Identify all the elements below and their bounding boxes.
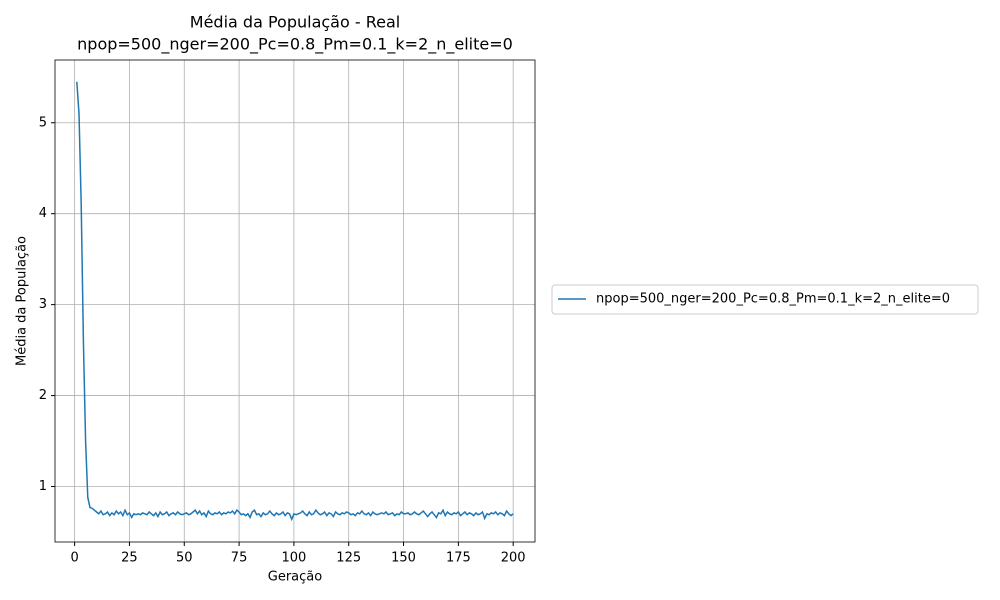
y-tick-label: 1	[39, 479, 47, 494]
x-tick-label: 0	[70, 551, 78, 566]
x-axis-label: Geração	[268, 570, 322, 585]
x-tick-label: 100	[281, 551, 306, 566]
y-tick-label: 3	[39, 297, 47, 312]
chart-title: Média da População - Real	[190, 13, 400, 32]
chart-subtitle: npop=500_nger=200_Pc=0.8_Pm=0.1_k=2_n_el…	[77, 35, 513, 55]
x-tick-label: 175	[446, 551, 471, 566]
legend-box	[551, 284, 979, 315]
line-series	[76, 81, 514, 522]
y-axis-label: Média da População	[15, 236, 30, 366]
y-tick-label: 5	[39, 115, 47, 130]
x-tick-label: 25	[121, 551, 138, 566]
x-tick-label: 75	[231, 551, 248, 566]
x-tick-label: 150	[391, 551, 416, 566]
x-tick-label: 125	[336, 551, 361, 566]
legend-label: npop=500_nger=200_Pc=0.8_Pm=0.1_k=2_n_el…	[596, 292, 950, 307]
x-tick-label: 200	[501, 551, 526, 566]
plot-frame	[54, 59, 536, 543]
y-tick-label: 2	[39, 388, 47, 403]
x-tick-label: 50	[176, 551, 193, 566]
y-tick-label: 4	[39, 206, 47, 221]
